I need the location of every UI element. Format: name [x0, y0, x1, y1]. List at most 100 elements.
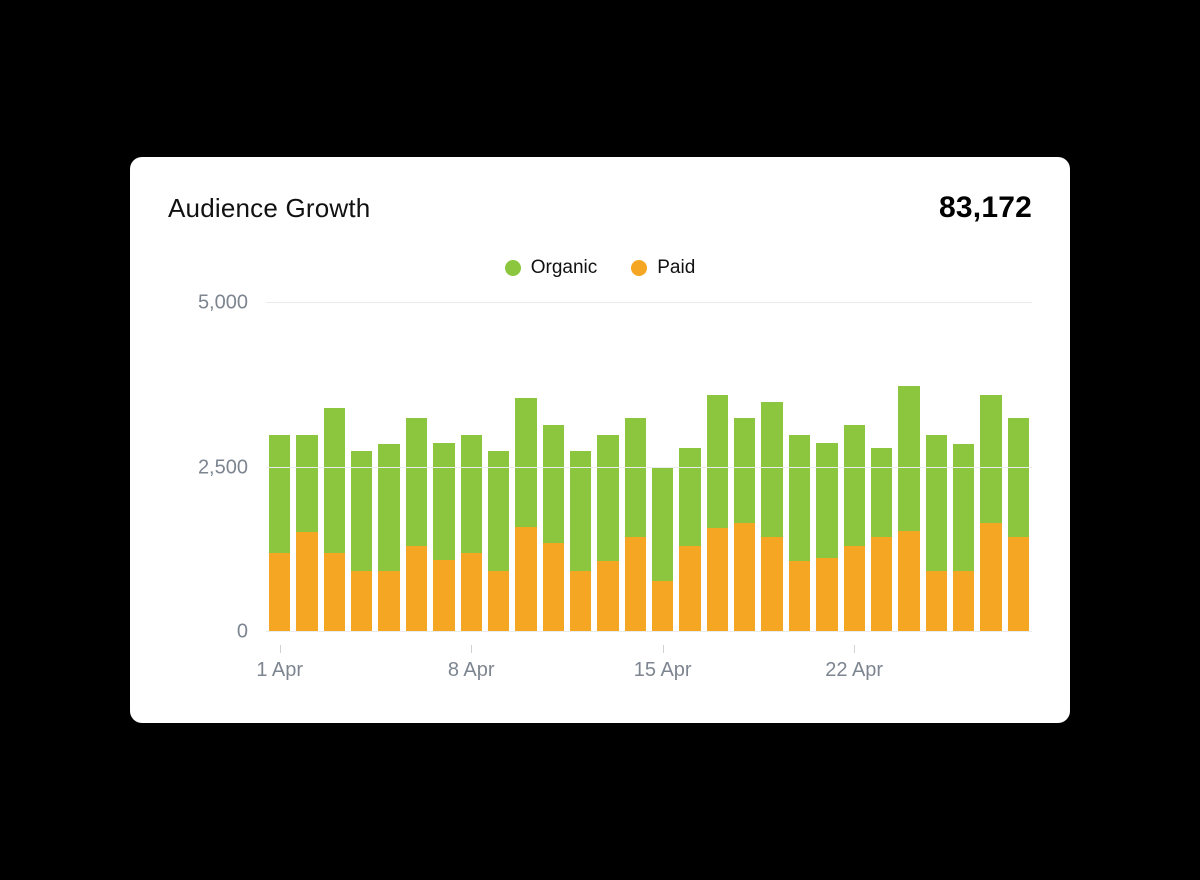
bar-segment-paid — [679, 546, 700, 632]
bar-segment-paid — [652, 581, 673, 632]
bar-segment-organic — [543, 425, 564, 543]
chart-gridline — [266, 302, 1032, 303]
x-axis-tick — [280, 645, 281, 653]
bar-segment-organic — [734, 418, 755, 523]
legend-swatch-organic — [505, 260, 521, 276]
card-total: 83,172 — [939, 191, 1032, 225]
bar-segment-organic — [707, 395, 728, 528]
chart-bar[interactable] — [403, 303, 430, 632]
bar-segment-organic — [871, 448, 892, 537]
y-axis-label: 0 — [237, 621, 266, 644]
bar-segment-organic — [816, 443, 837, 559]
chart-bar[interactable] — [923, 303, 950, 632]
chart-plot: 02,5005,000 — [266, 303, 1032, 633]
bar-segment-organic — [1008, 418, 1029, 536]
chart-bars — [266, 303, 1032, 632]
bar-segment-paid — [406, 546, 427, 632]
bar-segment-paid — [871, 537, 892, 632]
x-axis-label: 15 Apr — [634, 659, 692, 682]
card-header: Audience Growth 83,172 — [168, 191, 1032, 225]
legend-label-organic: Organic — [531, 257, 598, 279]
y-axis-label: 5,000 — [198, 292, 266, 315]
bar-segment-paid — [789, 561, 810, 632]
bar-segment-organic — [898, 386, 919, 531]
chart-bar[interactable] — [895, 303, 922, 632]
bar-segment-organic — [433, 443, 454, 560]
chart-bar[interactable] — [841, 303, 868, 632]
bar-segment-paid — [761, 537, 782, 632]
bar-segment-organic — [652, 468, 673, 581]
bar-segment-organic — [761, 402, 782, 537]
chart-bar[interactable] — [540, 303, 567, 632]
x-axis-label: 1 Apr — [256, 659, 303, 682]
chart-bar[interactable] — [786, 303, 813, 632]
chart-bar[interactable] — [950, 303, 977, 632]
bar-segment-organic — [461, 435, 482, 553]
chart-bar[interactable] — [758, 303, 785, 632]
bar-segment-paid — [488, 571, 509, 632]
chart-bar[interactable] — [977, 303, 1004, 632]
x-axis-tick — [854, 645, 855, 653]
bar-segment-organic — [980, 395, 1001, 523]
chart-gridline — [266, 631, 1032, 632]
card-title: Audience Growth — [168, 193, 370, 224]
bar-segment-organic — [597, 435, 618, 561]
bar-segment-paid — [324, 553, 345, 632]
bar-segment-paid — [898, 531, 919, 632]
bar-segment-organic — [953, 444, 974, 571]
chart-bar[interactable] — [622, 303, 649, 632]
bar-segment-organic — [679, 448, 700, 547]
bar-segment-paid — [597, 561, 618, 632]
chart-bar[interactable] — [485, 303, 512, 632]
bar-segment-paid — [543, 543, 564, 632]
chart-bar[interactable] — [1005, 303, 1032, 632]
bar-segment-paid — [433, 560, 454, 632]
bar-segment-organic — [351, 451, 372, 571]
legend-swatch-paid — [631, 260, 647, 276]
chart-bar[interactable] — [868, 303, 895, 632]
bar-segment-paid — [378, 571, 399, 632]
legend-item-paid[interactable]: Paid — [631, 257, 695, 279]
x-axis-label: 22 Apr — [825, 659, 883, 682]
bar-segment-paid — [734, 523, 755, 632]
chart-bar[interactable] — [704, 303, 731, 632]
bar-segment-paid — [953, 571, 974, 632]
chart-bar[interactable] — [649, 303, 676, 632]
bar-segment-organic — [378, 444, 399, 571]
y-axis-label: 2,500 — [198, 456, 266, 479]
bar-segment-organic — [926, 435, 947, 572]
x-axis-label: 8 Apr — [448, 659, 495, 682]
bar-segment-organic — [269, 435, 290, 553]
bar-segment-paid — [461, 553, 482, 632]
chart-bar[interactable] — [375, 303, 402, 632]
chart-bar[interactable] — [594, 303, 621, 632]
bar-segment-paid — [625, 537, 646, 632]
audience-growth-card: Audience Growth 83,172 Organic Paid 02,5… — [130, 157, 1070, 723]
legend-item-organic[interactable]: Organic — [505, 257, 598, 279]
chart-xaxis: 1 Apr8 Apr15 Apr22 Apr — [266, 645, 1032, 693]
chart-bar[interactable] — [676, 303, 703, 632]
bar-segment-organic — [324, 408, 345, 553]
chart-bar[interactable] — [458, 303, 485, 632]
chart-bar[interactable] — [321, 303, 348, 632]
chart-bar[interactable] — [813, 303, 840, 632]
chart-bar[interactable] — [293, 303, 320, 632]
bar-segment-paid — [296, 532, 317, 632]
bar-segment-organic — [625, 418, 646, 536]
chart-bar[interactable] — [266, 303, 293, 632]
bar-segment-paid — [816, 558, 837, 632]
chart-bar[interactable] — [430, 303, 457, 632]
chart-legend: Organic Paid — [168, 257, 1032, 279]
bar-segment-paid — [570, 571, 591, 632]
bar-segment-organic — [296, 435, 317, 532]
chart-bar[interactable] — [512, 303, 539, 632]
bar-segment-organic — [844, 425, 865, 547]
bar-segment-organic — [488, 451, 509, 571]
chart-bar[interactable] — [348, 303, 375, 632]
bar-segment-paid — [269, 553, 290, 632]
bar-segment-organic — [406, 418, 427, 546]
bar-segment-organic — [789, 435, 810, 561]
legend-label-paid: Paid — [657, 257, 695, 279]
chart-bar[interactable] — [567, 303, 594, 632]
chart-bar[interactable] — [731, 303, 758, 632]
